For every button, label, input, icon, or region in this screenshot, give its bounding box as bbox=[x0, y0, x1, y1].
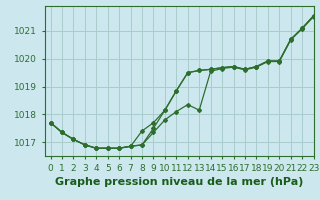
X-axis label: Graphe pression niveau de la mer (hPa): Graphe pression niveau de la mer (hPa) bbox=[55, 177, 303, 187]
